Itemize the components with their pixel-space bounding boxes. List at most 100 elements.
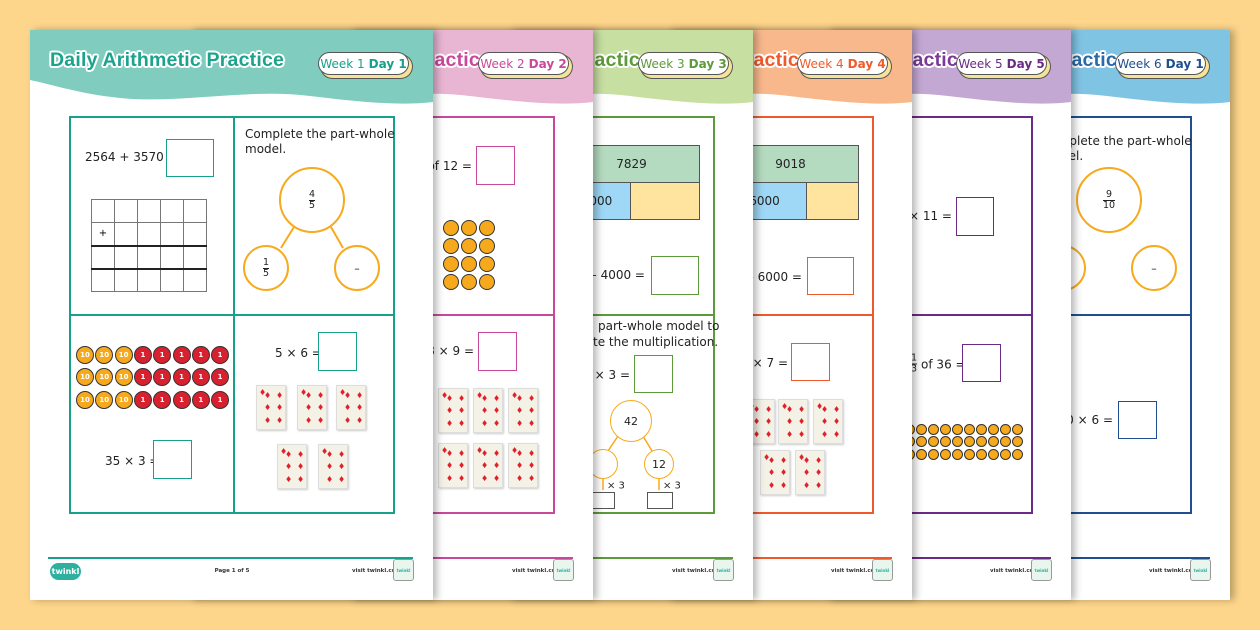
coin-one: 1 [133, 391, 152, 409]
playing-card-diamonds: ♦♦♦♦♦♦♦ [473, 388, 503, 433]
answer-box[interactable] [318, 332, 357, 371]
counter [461, 256, 477, 272]
week-day-badge: Week 6 Day 1 [1115, 52, 1206, 75]
day-label: Day 3 [688, 56, 727, 71]
question-2: 0 × 6 = [1066, 413, 1113, 427]
website-link[interactable]: visit twinkl.com [352, 568, 402, 574]
coin-one: 1 [191, 346, 210, 364]
counter [927, 423, 939, 435]
operation-left: × 3 [607, 480, 625, 492]
counter [927, 435, 939, 447]
counter [479, 274, 495, 290]
part-circle[interactable] [588, 449, 618, 479]
counter [963, 423, 975, 435]
website-link[interactable]: visit twinkl.com [1149, 568, 1199, 574]
counter [479, 256, 495, 272]
counter [999, 423, 1011, 435]
counter [987, 423, 999, 435]
question-2-text: of 36 = [921, 357, 966, 371]
counter [461, 238, 477, 254]
worksheet-title: Daily Arithmetic Practice [595, 49, 651, 71]
week-label: Week 6 [1117, 56, 1162, 71]
playing-card-diamonds: ♦♦♦♦♦♦♦ [795, 450, 825, 495]
quality-badge-logo: twinkl [393, 559, 414, 581]
question-1: – 4000 = [590, 268, 645, 282]
website-link[interactable]: visit twinkl.com [512, 568, 562, 574]
numerator: 1 [911, 352, 918, 364]
twinkl-logo: twinkl [50, 563, 81, 580]
column-addition-grid[interactable]: + [91, 199, 207, 292]
coin-one: 1 [153, 346, 172, 364]
header-band [30, 30, 433, 104]
answer-box[interactable] [476, 146, 515, 185]
counter [975, 423, 987, 435]
answer-box[interactable] [1118, 401, 1157, 439]
counter [915, 435, 927, 447]
answer-box[interactable] [956, 197, 994, 236]
playing-card-diamonds: ♦♦♦♦♦♦♦ [508, 443, 538, 488]
bar-model-blank[interactable] [806, 182, 859, 220]
answer-box[interactable] [153, 440, 192, 479]
counter [1011, 423, 1023, 435]
blank: – [1151, 261, 1157, 275]
coin-one: 1 [172, 368, 191, 386]
coin-one: 1 [211, 346, 230, 364]
question-3: 35 × 3 = [105, 454, 160, 468]
day-label: Day 1 [1165, 56, 1204, 71]
counter [999, 448, 1011, 460]
day-label: Day 5 [1006, 56, 1045, 71]
playing-card-diamonds: ♦♦♦♦♦♦♦ [438, 443, 468, 488]
coin-ten: 10 [114, 346, 133, 364]
coin-one: 1 [191, 368, 210, 386]
coin-ten: 10 [95, 391, 114, 409]
worksheet-title: Daily Arithmetic Practice [913, 49, 969, 71]
page-number: Page 1 of 5 [214, 568, 250, 574]
week-label: Week 4 [799, 56, 844, 71]
question-1: 2564 + 3570 = [85, 150, 178, 164]
answer-box[interactable] [962, 344, 1001, 382]
counter [987, 448, 999, 460]
coin-one: 1 [153, 391, 172, 409]
instruction: Complete the part-whole model. [245, 127, 395, 156]
answer-box[interactable] [651, 256, 699, 295]
denominator: 5 [262, 267, 270, 279]
answer-box[interactable] [791, 343, 830, 381]
worksheet-week-1[interactable]: Daily Arithmetic Practice Week 1 Day 1 tw… [30, 30, 433, 600]
answer-box[interactable] [478, 332, 517, 371]
counter [939, 423, 951, 435]
worksheet-title: Daily Arithmetic Practice [435, 49, 491, 71]
numerator: 1 [262, 256, 270, 268]
instruction-line-1: part-whole model to [598, 319, 720, 333]
quality-badge-logo: twinkl [713, 559, 734, 581]
website-link[interactable]: visit twinkl.com [990, 568, 1040, 574]
coin-one: 1 [133, 368, 152, 386]
coin-ten: 10 [114, 391, 133, 409]
week-label: Week 5 [958, 56, 1003, 71]
playing-card-diamonds: ♦♦♦♦♦♦♦ [778, 399, 808, 444]
numerator: 9 [1105, 188, 1113, 200]
counter [443, 238, 459, 254]
answer-box[interactable] [634, 355, 673, 393]
counter [1011, 448, 1023, 460]
whole-circle: 9 10 [1076, 167, 1142, 233]
website-link[interactable]: visit twinkl.com [672, 568, 722, 574]
week-label: Week 2 [480, 56, 525, 71]
answer-box[interactable] [807, 257, 854, 295]
result-box-right[interactable] [647, 492, 673, 509]
denominator: 3 [911, 363, 918, 375]
counter [479, 238, 495, 254]
quality-badge-logo: twinkl [553, 559, 574, 581]
worksheet-title: Daily Arithmetic Practice [1072, 49, 1128, 71]
website-link[interactable]: visit twinkl.com [831, 568, 881, 574]
coin-ten: 10 [95, 346, 114, 364]
answer-box[interactable] [166, 139, 214, 177]
coin-one: 1 [172, 346, 191, 364]
part-circle-blank[interactable]: – [334, 245, 380, 291]
counter [963, 435, 975, 447]
coin-one: 1 [153, 368, 172, 386]
counter [999, 435, 1011, 447]
bar-model-blank[interactable] [630, 182, 700, 220]
week-label: Week 3 [640, 56, 685, 71]
coin-ten: 10 [95, 368, 114, 386]
